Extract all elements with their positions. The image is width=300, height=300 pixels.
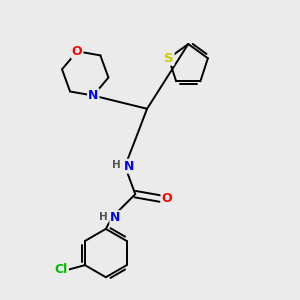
Text: N: N [88, 89, 98, 102]
Text: S: S [164, 52, 173, 65]
Text: O: O [72, 45, 83, 58]
Text: H: H [99, 212, 108, 221]
Text: O: O [161, 192, 172, 205]
Text: Cl: Cl [55, 263, 68, 276]
Text: N: N [110, 211, 121, 224]
Text: N: N [124, 160, 134, 173]
Text: H: H [112, 160, 121, 170]
